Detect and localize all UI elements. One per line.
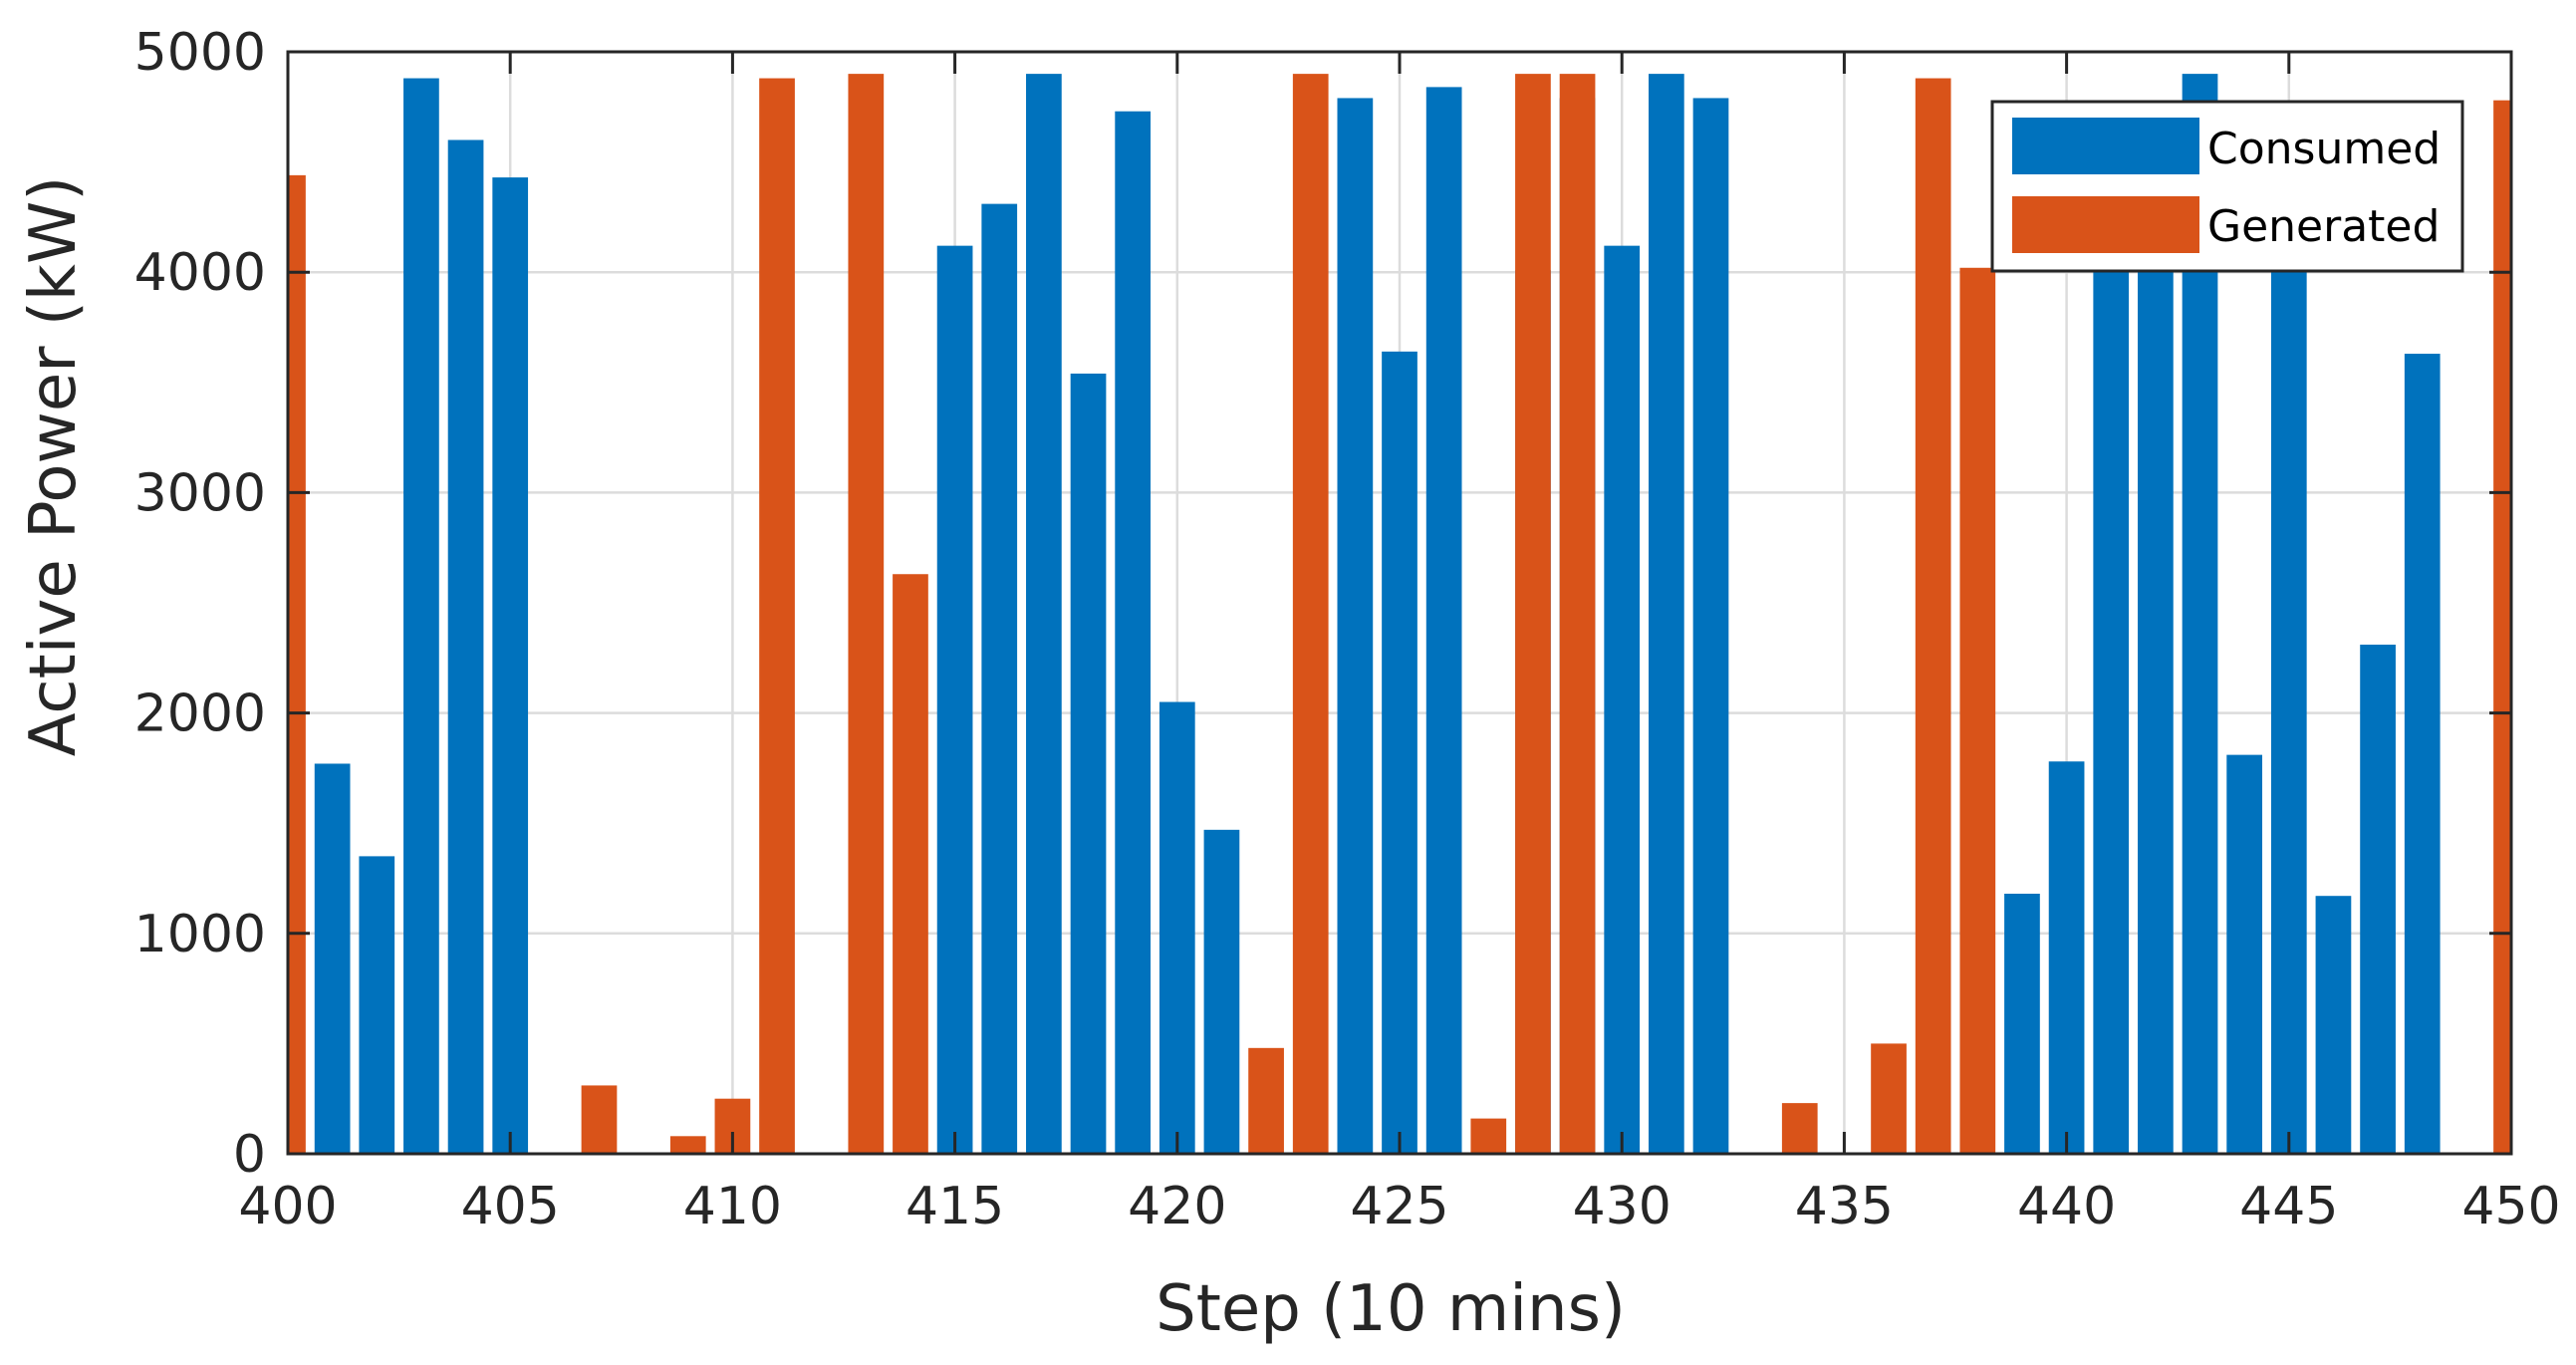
consumed-bar <box>403 78 439 1155</box>
x-tick-label: 430 <box>1573 1177 1672 1236</box>
y-axis-label: Active Power (kW) <box>17 176 91 756</box>
legend-label-consumed: Consumed <box>2207 124 2441 174</box>
generated-bar <box>1959 267 1996 1154</box>
consumed-bar <box>314 763 351 1154</box>
generated-bar <box>1515 74 1551 1155</box>
x-tick-label: 435 <box>1795 1177 1894 1236</box>
y-tick-label: 2000 <box>134 684 266 744</box>
consumed-bar <box>1604 245 1641 1154</box>
consumed-bar <box>936 245 973 1154</box>
x-tick-label: 415 <box>905 1177 1004 1236</box>
consumed-bar <box>492 177 529 1155</box>
x-tick-label: 405 <box>461 1177 560 1236</box>
legend-swatch-generated <box>2012 196 2199 253</box>
x-tick-label: 420 <box>1128 1177 1226 1236</box>
legend: Consumed Generated <box>1990 100 2464 273</box>
consumed-bar <box>2048 761 2085 1154</box>
generated-bar <box>1470 1118 1507 1154</box>
consumed-bar <box>2138 272 2174 1154</box>
generated-bar <box>288 174 306 1154</box>
generated-bar <box>1559 74 1596 1155</box>
y-tick-label: 3000 <box>134 463 266 523</box>
consumed-bar <box>1382 351 1417 1154</box>
generated-bar <box>581 1085 618 1154</box>
x-tick-label: 450 <box>2461 1177 2560 1236</box>
consumed-bar <box>2315 896 2352 1154</box>
x-tick-label: 410 <box>683 1177 782 1236</box>
consumed-bar <box>1026 74 1062 1155</box>
consumed-bar <box>981 203 1018 1155</box>
consumed-bar <box>1159 701 1195 1154</box>
consumed-bar <box>1692 98 1729 1154</box>
generated-bar <box>759 78 795 1155</box>
generated-bar <box>893 574 928 1154</box>
consumed-bar <box>359 856 395 1154</box>
generated-bar <box>1915 78 1951 1155</box>
legend-label-generated: Generated <box>2207 201 2440 252</box>
x-tick-label: 425 <box>1350 1177 1448 1236</box>
axis-ticks <box>286 50 2513 1156</box>
x-tick-label: 400 <box>238 1177 337 1236</box>
consumed-bar <box>1425 87 1462 1155</box>
y-tick-label: 0 <box>233 1125 266 1185</box>
generated-bar <box>848 74 885 1155</box>
consumed-bar <box>1203 829 1240 1154</box>
consumed-bar <box>2226 754 2263 1154</box>
generated-bar <box>1248 1047 1284 1154</box>
y-tick-label: 5000 <box>134 23 266 83</box>
generated-bar <box>2493 100 2511 1154</box>
legend-swatch-consumed <box>2012 118 2199 174</box>
generated-bar <box>1781 1103 1818 1154</box>
x-axis-label: Step (10 mins) <box>1156 1272 1626 1346</box>
consumed-bar <box>2270 272 2307 1154</box>
x-tick-label: 440 <box>2017 1177 2116 1236</box>
y-tick-label: 4000 <box>134 243 266 303</box>
consumed-bar <box>1648 74 1684 1155</box>
generated-bar <box>1292 74 1329 1155</box>
consumed-bar <box>447 139 484 1155</box>
x-tick-label: 445 <box>2239 1177 2338 1236</box>
consumed-bar <box>1070 373 1107 1154</box>
consumed-bar <box>2004 893 2040 1154</box>
consumed-bar <box>1115 111 1152 1154</box>
consumed-bar <box>2093 272 2130 1154</box>
y-tick-label: 1000 <box>134 905 266 964</box>
consumed-bar <box>2360 645 2396 1154</box>
consumed-bar <box>1337 98 1374 1154</box>
consumed-bar <box>2404 354 2441 1154</box>
generated-bar <box>1871 1043 1907 1154</box>
x-tick-labels: 400 405 410 415 420 425 430 435 440 445 450 <box>238 1177 2560 1236</box>
generated-bars <box>288 74 2511 1155</box>
y-tick-labels: 0 1000 2000 3000 4000 5000 <box>134 23 266 1185</box>
consumed-bars <box>314 74 2441 1155</box>
generated-bar <box>669 1136 706 1154</box>
